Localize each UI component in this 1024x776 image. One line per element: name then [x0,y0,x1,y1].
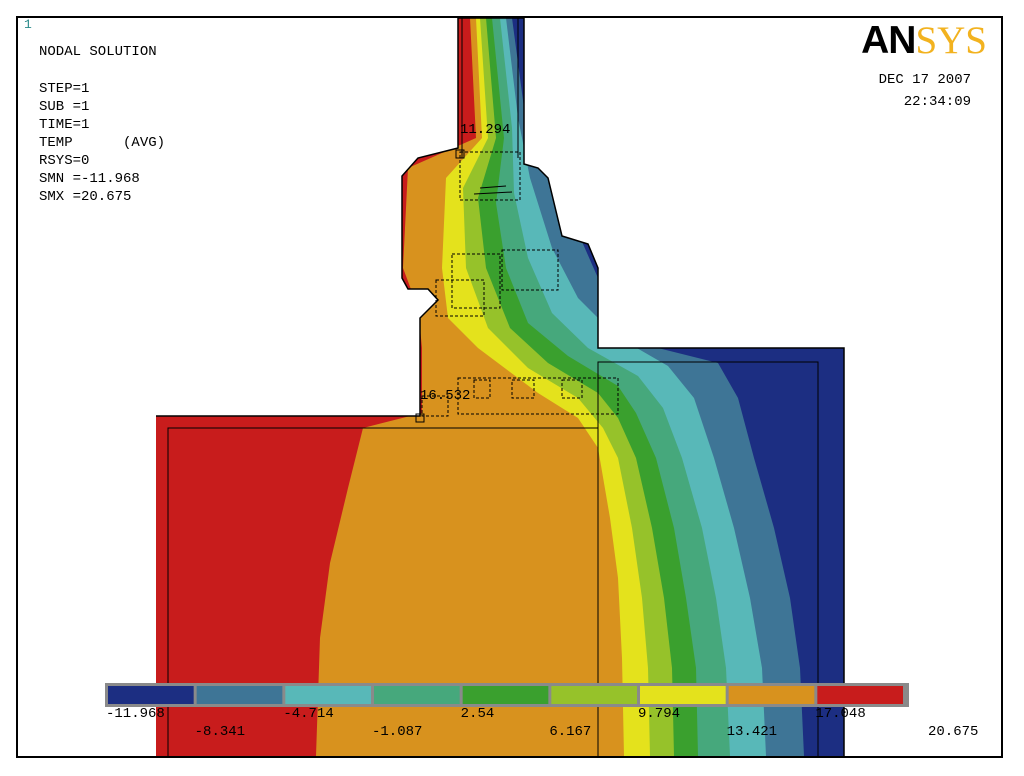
legend-value-label: 6.167 [549,724,592,740]
plot-time: 22:34:09 [903,94,971,110]
info-sub: SUB =1 [39,99,90,115]
legend-swatch [817,686,903,704]
ansys-logo: ANSYS [861,19,987,62]
legend-value-label: 2.54 [460,706,495,722]
legend-value-label: -1.087 [372,724,423,740]
info-time: TIME=1 [39,117,90,133]
plot-date: DEC 17 2007 [878,72,971,88]
window-number: 1 [24,17,32,32]
legend-swatch [728,686,815,704]
node-label-min-probe: 16.532 [420,388,471,404]
legend-swatch [285,686,371,704]
color-legend-bar [105,683,909,707]
legend-swatch [640,686,726,704]
legend-value-label: -4.714 [283,706,334,722]
plot-title: NODAL SOLUTION [39,44,157,60]
node-label-max-probe: 11.294 [460,122,511,138]
plot-window: 1 NODAL SOLUTION STEP=1 SUB =1 TIME=1 TE… [16,16,1003,758]
contour-plot [105,18,909,756]
legend-value-label: -11.968 [106,706,165,722]
legend-swatch [196,686,283,704]
legend-swatch [108,686,194,704]
info-smx: SMX =20.675 [39,189,132,205]
legend-swatch [551,686,637,704]
legend-value-label: 17.048 [815,706,866,722]
info-step: STEP=1 [39,81,90,97]
legend-value-label: -8.341 [194,724,246,740]
info-rsys: RSYS=0 [39,153,90,169]
legend-value-label: 13.421 [726,724,778,740]
legend-swatch [374,686,460,704]
legend-value-label: 20.675 [928,724,979,740]
legend-value-label: 9.794 [638,706,681,722]
legend-swatch [462,686,549,704]
mesh-outlines [156,18,845,756]
info-smn: SMN =-11.968 [39,171,140,187]
info-temp: TEMP (AVG) [39,135,166,151]
